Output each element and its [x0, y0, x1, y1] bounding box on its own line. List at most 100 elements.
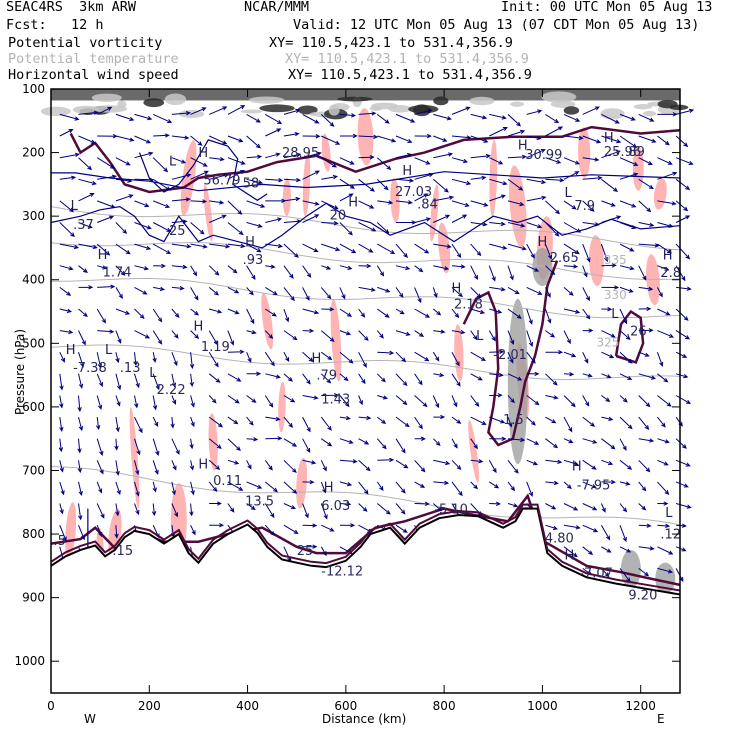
wind-vector — [619, 438, 627, 451]
stratosphere-texture — [563, 106, 580, 115]
wind-vector — [675, 438, 687, 449]
wind-vector — [657, 438, 670, 444]
wind-vector — [601, 263, 617, 268]
wind-vector — [451, 438, 458, 449]
wind-vector — [302, 308, 320, 315]
extremum-marker: H — [518, 138, 528, 153]
wind-vector — [545, 157, 562, 164]
wind-vector — [470, 395, 480, 408]
wind-vector — [545, 438, 559, 449]
wind-speed-label: 58 — [243, 177, 260, 192]
wind-vector — [320, 546, 327, 557]
wind-vector — [190, 330, 200, 340]
wind-vector — [619, 286, 634, 293]
wind-vector — [190, 107, 207, 115]
wind-vector — [265, 264, 276, 269]
wind-vector — [395, 373, 408, 387]
y-tick-label: 900 — [22, 591, 45, 605]
wind-speed-label: 2.22 — [157, 383, 186, 398]
wind-vector — [675, 459, 691, 467]
wind-vector — [526, 371, 540, 377]
wind-vector — [619, 222, 637, 230]
wind-vector — [78, 110, 99, 115]
wind-vector — [675, 157, 694, 165]
wind-vector — [414, 265, 424, 273]
wind-vector — [582, 524, 599, 533]
wind-vector — [246, 222, 263, 228]
wind-vector — [115, 308, 131, 315]
wind-vector — [638, 200, 652, 213]
wind-vector — [376, 416, 387, 424]
wind-vector — [507, 481, 516, 492]
wind-vector — [59, 460, 64, 473]
y-tick-label: 600 — [22, 400, 45, 414]
wind-vector — [227, 373, 242, 382]
wind-vector — [675, 395, 692, 404]
wind-vector — [526, 286, 543, 295]
wind-vector — [59, 417, 64, 432]
wind-vector — [395, 330, 411, 336]
wind-vector — [227, 265, 238, 274]
wind-vector — [190, 157, 208, 167]
field-pv-xy: XY= 110.5,423.1 to 531.4,356.9 — [269, 35, 513, 51]
wind-vector — [302, 416, 311, 433]
wind-vector — [321, 200, 339, 210]
wind-vector — [601, 330, 616, 338]
wind-vector — [675, 200, 689, 212]
wind-vector — [115, 113, 135, 121]
wind-vector — [601, 373, 612, 379]
theta-contour — [50, 242, 681, 280]
wind-vector — [601, 438, 616, 450]
wind-vector — [563, 503, 579, 511]
wind-vector — [376, 438, 387, 450]
wind-vector — [619, 135, 638, 148]
pv-gray-cell — [532, 247, 553, 287]
wind-vector — [657, 546, 674, 555]
wind-vector — [189, 352, 195, 370]
wind-vector — [563, 351, 577, 358]
wind-vector — [526, 178, 547, 185]
pv-contour-layer — [50, 125, 681, 587]
theta-label: 325 — [596, 335, 619, 349]
wind-vector — [171, 243, 192, 249]
wind-vector — [582, 459, 597, 470]
wind-speed-label: 13.5 — [245, 494, 274, 509]
wind-vector — [283, 219, 302, 224]
wind-vector — [451, 178, 472, 186]
field-pv-name: Potential vorticity — [8, 35, 163, 51]
wind-vector — [134, 177, 155, 182]
wind-vector-layer — [58, 105, 695, 628]
wind-vector — [433, 214, 451, 223]
wind-vector — [414, 172, 434, 180]
wind-vector — [151, 503, 157, 517]
extremum-marker: H — [66, 343, 76, 358]
wind-vector — [358, 200, 375, 209]
field-wind-xy: XY= 110.5,423.1 to 531.4,356.9 — [288, 67, 532, 83]
wind-vector — [171, 173, 192, 180]
wind-vector — [78, 373, 84, 389]
wind-vector — [283, 481, 298, 494]
wind-vector — [339, 222, 353, 236]
wind-vector — [489, 194, 506, 202]
wind-vector — [545, 373, 558, 386]
wind-vector — [395, 200, 413, 205]
wind-vector — [526, 149, 546, 159]
wind-vector — [675, 481, 689, 488]
wind-vector — [152, 113, 173, 123]
wind-vector — [171, 135, 190, 140]
wind-vector — [563, 416, 573, 433]
wind-vector — [302, 243, 319, 252]
wind-vector — [414, 416, 423, 430]
wind-vector — [507, 286, 520, 295]
wind-vector — [451, 214, 468, 223]
wind-vector — [545, 395, 559, 400]
wind-vector — [582, 481, 597, 489]
wind-vector — [78, 222, 93, 229]
wind-vector — [59, 243, 80, 250]
wind-speed-contour — [51, 171, 681, 192]
pv-streak — [296, 457, 308, 509]
wind-vector — [601, 285, 620, 290]
wind-vector — [470, 243, 482, 257]
wind-vector — [657, 523, 671, 528]
wind-vector — [190, 395, 195, 408]
